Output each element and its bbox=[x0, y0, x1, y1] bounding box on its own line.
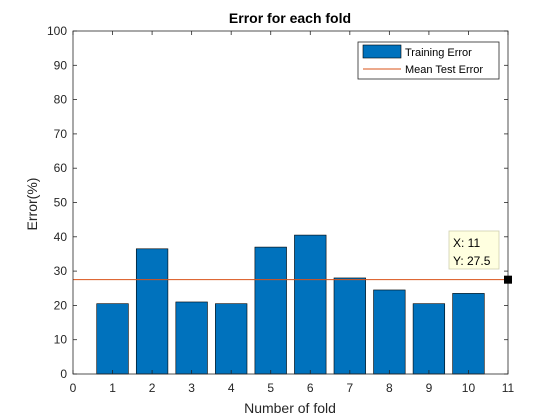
data-tip-x: X: 11 bbox=[453, 236, 480, 250]
bar-fold-9 bbox=[412, 303, 446, 375]
x-tick-label: 2 bbox=[149, 381, 156, 395]
bar-fold-10 bbox=[452, 293, 485, 375]
bar-fold-5 bbox=[254, 246, 287, 375]
y-tick-label: 30 bbox=[54, 264, 68, 278]
x-axis-title: Number of fold bbox=[244, 400, 336, 416]
y-tick-label: 50 bbox=[54, 196, 68, 210]
x-tick-label: 9 bbox=[426, 381, 433, 395]
x-tick-label: 7 bbox=[346, 381, 353, 395]
bar-fold-7 bbox=[333, 277, 366, 375]
legend: Training Error Mean Test Error bbox=[357, 41, 500, 80]
bar-fold-3 bbox=[175, 301, 208, 375]
x-tick-label: 8 bbox=[386, 381, 393, 395]
y-tick-label: 0 bbox=[60, 367, 67, 381]
data-tip-y: Y: 27.5 bbox=[453, 254, 491, 268]
y-tick-label: 60 bbox=[54, 161, 68, 175]
data-tip-marker[interactable] bbox=[504, 275, 512, 284]
y-tick-label: 70 bbox=[54, 127, 68, 141]
y-tick-label: 100 bbox=[47, 24, 67, 38]
bar-fold-2 bbox=[135, 248, 169, 375]
bar-fold-4 bbox=[215, 303, 248, 375]
y-tick-label: 10 bbox=[54, 333, 68, 347]
y-tick-label: 40 bbox=[54, 230, 68, 244]
plot-area: 0 1 2 3 4 5 6 7 8 9 10 11 0 10 20 30 40 50 60 70 80 90 100 bbox=[47, 24, 515, 395]
bar-fold-8 bbox=[373, 289, 406, 375]
x-tick-label: 6 bbox=[307, 381, 314, 395]
x-tick-label: 4 bbox=[228, 381, 235, 395]
x-tick-label: 3 bbox=[188, 381, 195, 395]
y-tick-label: 90 bbox=[54, 58, 68, 72]
y-tick-label: 80 bbox=[54, 93, 68, 107]
x-tick-label: 11 bbox=[502, 381, 515, 395]
legend-label-training-error: Training Error bbox=[405, 47, 472, 59]
x-tick-label: 1 bbox=[109, 381, 116, 395]
y-tick-label: 20 bbox=[54, 298, 68, 312]
legend-swatch-training-error bbox=[362, 44, 402, 59]
data-tip[interactable]: X: 11 Y: 27.5 bbox=[448, 230, 512, 284]
x-tick-label: 10 bbox=[462, 381, 476, 395]
bar-fold-1 bbox=[96, 303, 129, 375]
chart-title: Error for each fold bbox=[229, 10, 351, 26]
x-tick-label: 5 bbox=[267, 381, 274, 395]
y-axis-title: Error(%) bbox=[24, 178, 40, 231]
data-tip-box bbox=[448, 230, 500, 270]
x-tick-label: 0 bbox=[70, 381, 77, 395]
legend-label-mean-test-error: Mean Test Error bbox=[405, 64, 483, 76]
bar-fold-6 bbox=[294, 234, 327, 375]
